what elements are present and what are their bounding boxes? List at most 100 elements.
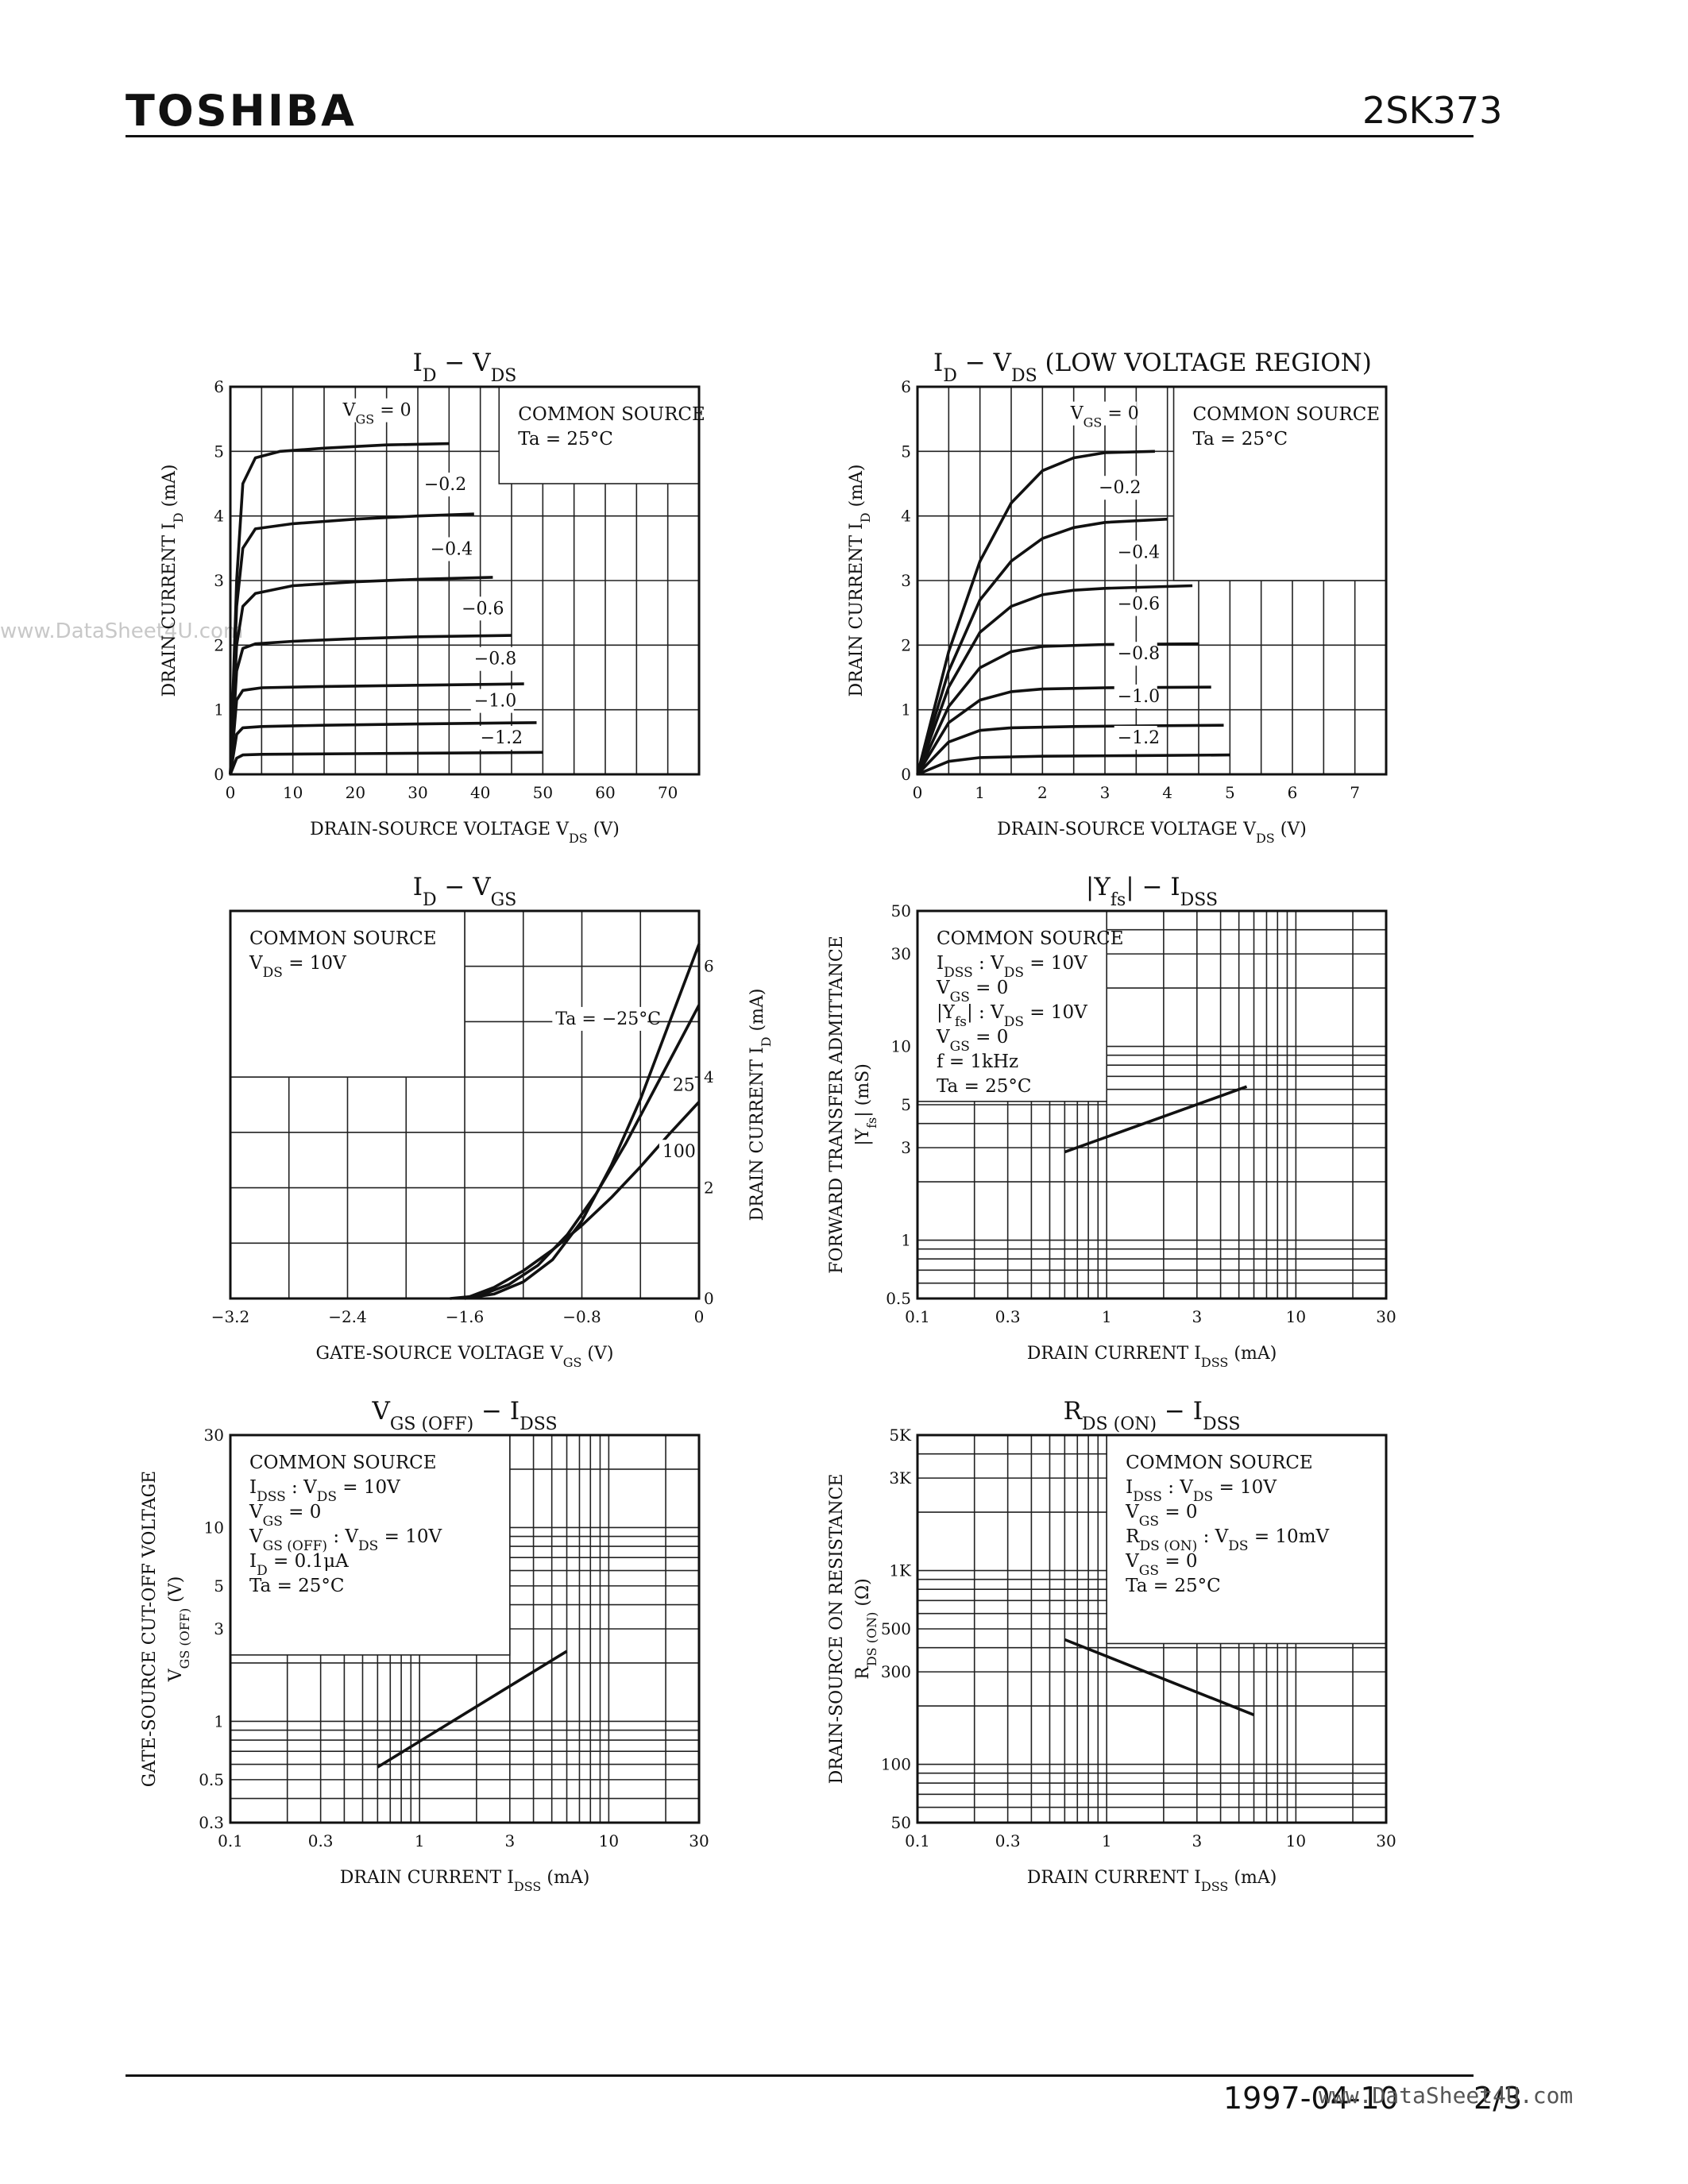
y-tick-label: 500	[881, 1619, 911, 1638]
series-label-bg	[470, 689, 514, 713]
y-tick-label: 3	[214, 571, 224, 590]
footer-page: 2/3	[1474, 2081, 1523, 2116]
y-tick-label: 3K	[889, 1468, 912, 1488]
x-tick-label: 4	[1162, 783, 1172, 802]
header-rule	[126, 135, 1474, 137]
chart-title: ID − VDS	[413, 349, 517, 386]
x-axis-label: DRAIN CURRENT IDSS (mA)	[1027, 1344, 1277, 1370]
x-tick-label: 0.3	[995, 1307, 1021, 1326]
legend-note: Ta = 25°C	[937, 1076, 1032, 1097]
y-tick-label: 1	[214, 1711, 224, 1731]
chart-id-vds: COMMON SOURCE Ta = 25°C 0 10 20 30 40 50 60 70 0 1 2…	[160, 349, 705, 846]
x-tick-label: 1	[415, 1831, 425, 1850]
plot-frame	[229, 385, 701, 776]
y-axis-label: FORWARD TRANSFER ADMITTANCE	[827, 936, 847, 1274]
y-tick-label: 0	[704, 1289, 714, 1308]
y-tick-label: 5K	[889, 1426, 912, 1445]
series-line	[916, 517, 1168, 775]
y-tick-label: 5	[214, 442, 224, 461]
footer-rule	[126, 2074, 1474, 2077]
x-tick-label: 0.3	[995, 1831, 1021, 1850]
x-tick-label: 30	[408, 783, 427, 802]
series-line	[916, 723, 1224, 776]
series-line	[1064, 1638, 1255, 1716]
series-label-bg	[1114, 684, 1157, 708]
series-label: −1.0	[474, 692, 516, 712]
x-tick-label: −3.2	[211, 1307, 250, 1326]
x-tick-label: −0.8	[562, 1307, 601, 1326]
y-tick-label: 1	[901, 1231, 911, 1250]
legend-note: COMMON SOURCE	[249, 928, 437, 949]
series-label-bg	[1095, 476, 1139, 500]
chart-title: ID − VDS (LOW VOLTAGE REGION)	[933, 349, 1372, 386]
y-tick-label: 3	[901, 571, 911, 590]
legend-note: f = 1kHz	[937, 1051, 1018, 1072]
legend-note: VGS = 0	[1125, 1502, 1197, 1530]
series-line	[1064, 1085, 1248, 1154]
series-label: −1.2	[1118, 728, 1160, 748]
x-tick-label: 0.1	[905, 1831, 930, 1850]
y-axis-label: GATE-SOURCE CUT-OFF VOLTAGE	[140, 1471, 160, 1787]
x-tick-label: 0.1	[218, 1831, 243, 1850]
y-tick-label: 6	[214, 377, 224, 396]
x-tick-label: 10	[599, 1831, 619, 1850]
series-line	[916, 642, 1199, 775]
plot-frame	[229, 1433, 701, 1824]
series-label-bg	[470, 646, 514, 671]
y-axis-label: DRAIN CURRENT ID (mA)	[160, 465, 186, 697]
x-tick-label: 3	[504, 1831, 515, 1850]
brand-logo: TOSHIBA	[126, 86, 357, 136]
y-tick-label: 0.5	[886, 1289, 911, 1308]
legend-note: VGS (OFF) : VDS = 10V	[249, 1526, 442, 1554]
series-label-bg	[1114, 725, 1157, 750]
chart-title: ID − VGS	[413, 873, 517, 910]
y-tick-label: 5	[901, 1095, 911, 1114]
series-label: Ta = −25°C	[555, 1009, 661, 1029]
x-axis-label: DRAIN-SOURCE VOLTAGE VDS (V)	[997, 820, 1307, 846]
legend-box	[230, 910, 465, 1078]
x-tick-label: 1	[1102, 1307, 1112, 1326]
series-label: −0.8	[1118, 644, 1160, 664]
legend-box	[498, 386, 700, 484]
legend-note: VGS = 0	[936, 1027, 1008, 1055]
x-tick-label: 30	[1376, 1307, 1396, 1326]
y-axis-unit-label: VGS (OFF) (V)	[166, 1576, 192, 1683]
legend-note: ID = 0.1μA	[249, 1551, 349, 1579]
x-tick-label: 50	[533, 783, 553, 802]
y-tick-label: 0.5	[199, 1770, 224, 1789]
series-line	[916, 450, 1155, 775]
series-label-bg	[420, 473, 464, 497]
y-tick-label: 0	[214, 765, 224, 784]
series-label-bg	[1114, 540, 1157, 565]
x-tick-label: 70	[658, 783, 678, 802]
y-tick-label: 0.3	[199, 1813, 224, 1832]
x-tick-label: 7	[1350, 783, 1360, 802]
series-line	[229, 682, 524, 775]
legend-box	[1106, 1434, 1387, 1645]
x-tick-label: 6	[1288, 783, 1298, 802]
series-label: −0.6	[1118, 595, 1160, 615]
y-tick-label: 4	[704, 1067, 714, 1086]
y-tick-label: 3	[901, 1138, 911, 1157]
x-tick-label: 40	[470, 783, 490, 802]
watermark-footer: www.DataSheet4U.com	[1319, 2082, 1574, 2109]
x-tick-label: −2.4	[328, 1307, 367, 1326]
x-tick-label: 10	[283, 783, 303, 802]
footer-date-page: 1997-04-10 2/3	[1223, 2081, 1522, 2116]
y-tick-label: 1	[214, 700, 224, 720]
series-label-bg	[669, 1073, 695, 1098]
series-label-bg	[339, 398, 409, 423]
y-axis-label: DRAIN-SOURCE ON RESISTANCE	[827, 1474, 847, 1785]
series-line	[464, 943, 701, 1300]
series-label-bg	[1067, 401, 1137, 426]
x-tick-label: 1	[975, 783, 985, 802]
legend-note: COMMON SOURCE	[1193, 404, 1381, 425]
y-tick-label: 300	[881, 1662, 911, 1681]
legend-note: VGS = 0	[936, 978, 1008, 1005]
series-line	[229, 442, 450, 775]
series-label: −0.8	[474, 650, 516, 669]
chart-title: RDS (ON) − IDSS	[1064, 1397, 1241, 1434]
